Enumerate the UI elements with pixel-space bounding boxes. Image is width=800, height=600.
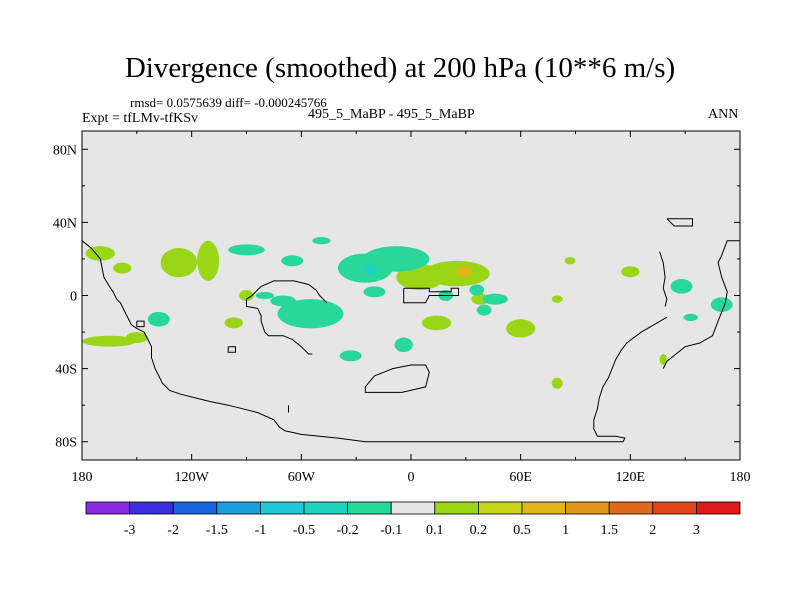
colorbar-label-4: -0.5 xyxy=(293,523,315,538)
contour-region-5 xyxy=(125,332,148,344)
contour-region-11 xyxy=(621,266,640,278)
contour-region-12 xyxy=(564,257,576,265)
contour-region-31 xyxy=(482,293,508,305)
y-axis: 80N 40N 0 40S 80S xyxy=(53,143,740,451)
contour-region-34 xyxy=(670,279,693,294)
contour-region-27 xyxy=(277,299,344,329)
colorbar-swatch-3 xyxy=(216,501,261,515)
contour-region-14 xyxy=(551,295,563,303)
case-label: 495_5_MaBP - 495_5_MaBP xyxy=(308,107,475,122)
x-tick-label-2: 60W xyxy=(288,470,316,485)
colorbar-label-8: 0.2 xyxy=(470,523,488,538)
contour-region-3 xyxy=(197,240,220,281)
coastline-6 xyxy=(227,346,236,353)
colorbar-swatch-1 xyxy=(129,501,174,515)
y-tick-label-2: 0 xyxy=(70,290,77,305)
colorbar-swatch-5 xyxy=(303,501,348,515)
colorbar-label-1: -2 xyxy=(167,523,179,538)
contour-region-26 xyxy=(255,291,274,300)
coastline-4 xyxy=(364,364,430,393)
chart-title: Divergence (smoothed) at 200 hPa (10**6 … xyxy=(124,52,676,84)
colorbar-label-3: -1 xyxy=(255,523,267,538)
colorbar-label-5: -0.2 xyxy=(337,523,359,538)
contour-region-16 xyxy=(659,353,667,365)
colorbar-label-12: 2 xyxy=(649,523,656,538)
colorbar: -3 -2 -1.5 -1 -0.5 -0.2 -0.1 0.1 0.2 0.5 1 1.5 2 3 xyxy=(85,501,741,538)
colorbar-label-10: 1 xyxy=(562,523,569,538)
experiment-label: Expt = tfLMv-tfKSv xyxy=(82,111,198,126)
contour-region-38 xyxy=(363,264,379,276)
x-axis: 180 120W 60W 0 60E 120E 180 xyxy=(72,131,751,485)
contour-region-30 xyxy=(394,337,413,353)
contour-region-18 xyxy=(456,266,472,278)
coastline-5 xyxy=(136,320,145,328)
coastline-3 xyxy=(403,287,459,304)
x-tick-label-1: 120W xyxy=(175,470,210,485)
colorbar-label-11: 1.5 xyxy=(600,523,618,538)
coastline-8 xyxy=(662,240,740,369)
contour-region-29 xyxy=(339,350,362,362)
y-tick-label-0: 80N xyxy=(53,143,77,158)
contour-region-17 xyxy=(239,290,254,301)
plot-background xyxy=(82,131,740,460)
contour-region-24 xyxy=(363,286,386,298)
colorbar-label-9: 0.5 xyxy=(513,523,531,538)
contour-region-8 xyxy=(423,260,490,287)
contour-region-1 xyxy=(113,262,132,274)
x-tick-label-3: 0 xyxy=(408,470,415,485)
stats-text: rmsd= 0.0575639 diff= -0.000245766 xyxy=(130,95,327,110)
colorbar-swatch-6 xyxy=(347,501,392,515)
y-tick-label-3: 40S xyxy=(55,363,77,378)
colorbar-swatch-9 xyxy=(477,501,523,515)
contour-region-36 xyxy=(683,313,698,322)
colorbar-swatch-13 xyxy=(652,501,697,515)
colorbar-swatch-14 xyxy=(696,501,741,515)
colorbar-label-7: 0.1 xyxy=(426,523,444,538)
contour-region-20 xyxy=(281,255,304,267)
contour-region-6 xyxy=(224,317,243,329)
x-tick-label-4: 60E xyxy=(509,470,532,485)
colorbar-swatch-11 xyxy=(565,501,610,515)
contour-region-33 xyxy=(469,284,485,296)
y-tick-label-1: 40N xyxy=(53,216,77,231)
colorbar-label-13: 3 xyxy=(693,523,700,538)
colorbar-label-6: -0.1 xyxy=(380,523,402,538)
colorbar-label-2: -1.5 xyxy=(206,523,228,538)
contour-region-13 xyxy=(421,315,452,331)
contour-region-9 xyxy=(506,319,536,338)
contour-regions xyxy=(82,237,733,389)
colorbar-swatch-0 xyxy=(85,501,130,515)
y-tick-label-4: 80S xyxy=(55,436,77,451)
season-label: ANN xyxy=(708,107,739,122)
coastline-9 xyxy=(659,251,668,307)
coastline-1 xyxy=(246,299,313,355)
coastline-7 xyxy=(666,218,693,227)
contour-region-35 xyxy=(710,297,733,312)
coastline-0 xyxy=(81,240,668,443)
colorbar-swatch-2 xyxy=(172,501,218,515)
contour-region-15 xyxy=(551,377,563,389)
colorbar-label-0: -3 xyxy=(124,523,136,538)
coastline-2 xyxy=(246,280,328,304)
x-tick-label-6: 180 xyxy=(730,470,751,485)
contour-region-28 xyxy=(270,295,296,307)
contour-region-21 xyxy=(312,237,331,245)
contour-region-4 xyxy=(82,335,137,347)
colorbar-swatch-7 xyxy=(390,501,436,515)
x-tick-label-5: 120E xyxy=(616,470,646,485)
colorbar-swatch-12 xyxy=(608,501,654,515)
coastlines xyxy=(81,218,740,443)
contour-region-25 xyxy=(147,311,170,327)
colorbar-swatch-4 xyxy=(259,501,305,515)
contour-region-19 xyxy=(228,244,265,256)
colorbar-swatch-8 xyxy=(434,501,479,515)
colorbar-swatch-10 xyxy=(521,501,566,515)
contour-region-2 xyxy=(160,247,198,278)
contour-region-37 xyxy=(476,304,492,316)
x-tick-label-0: 180 xyxy=(72,470,93,485)
